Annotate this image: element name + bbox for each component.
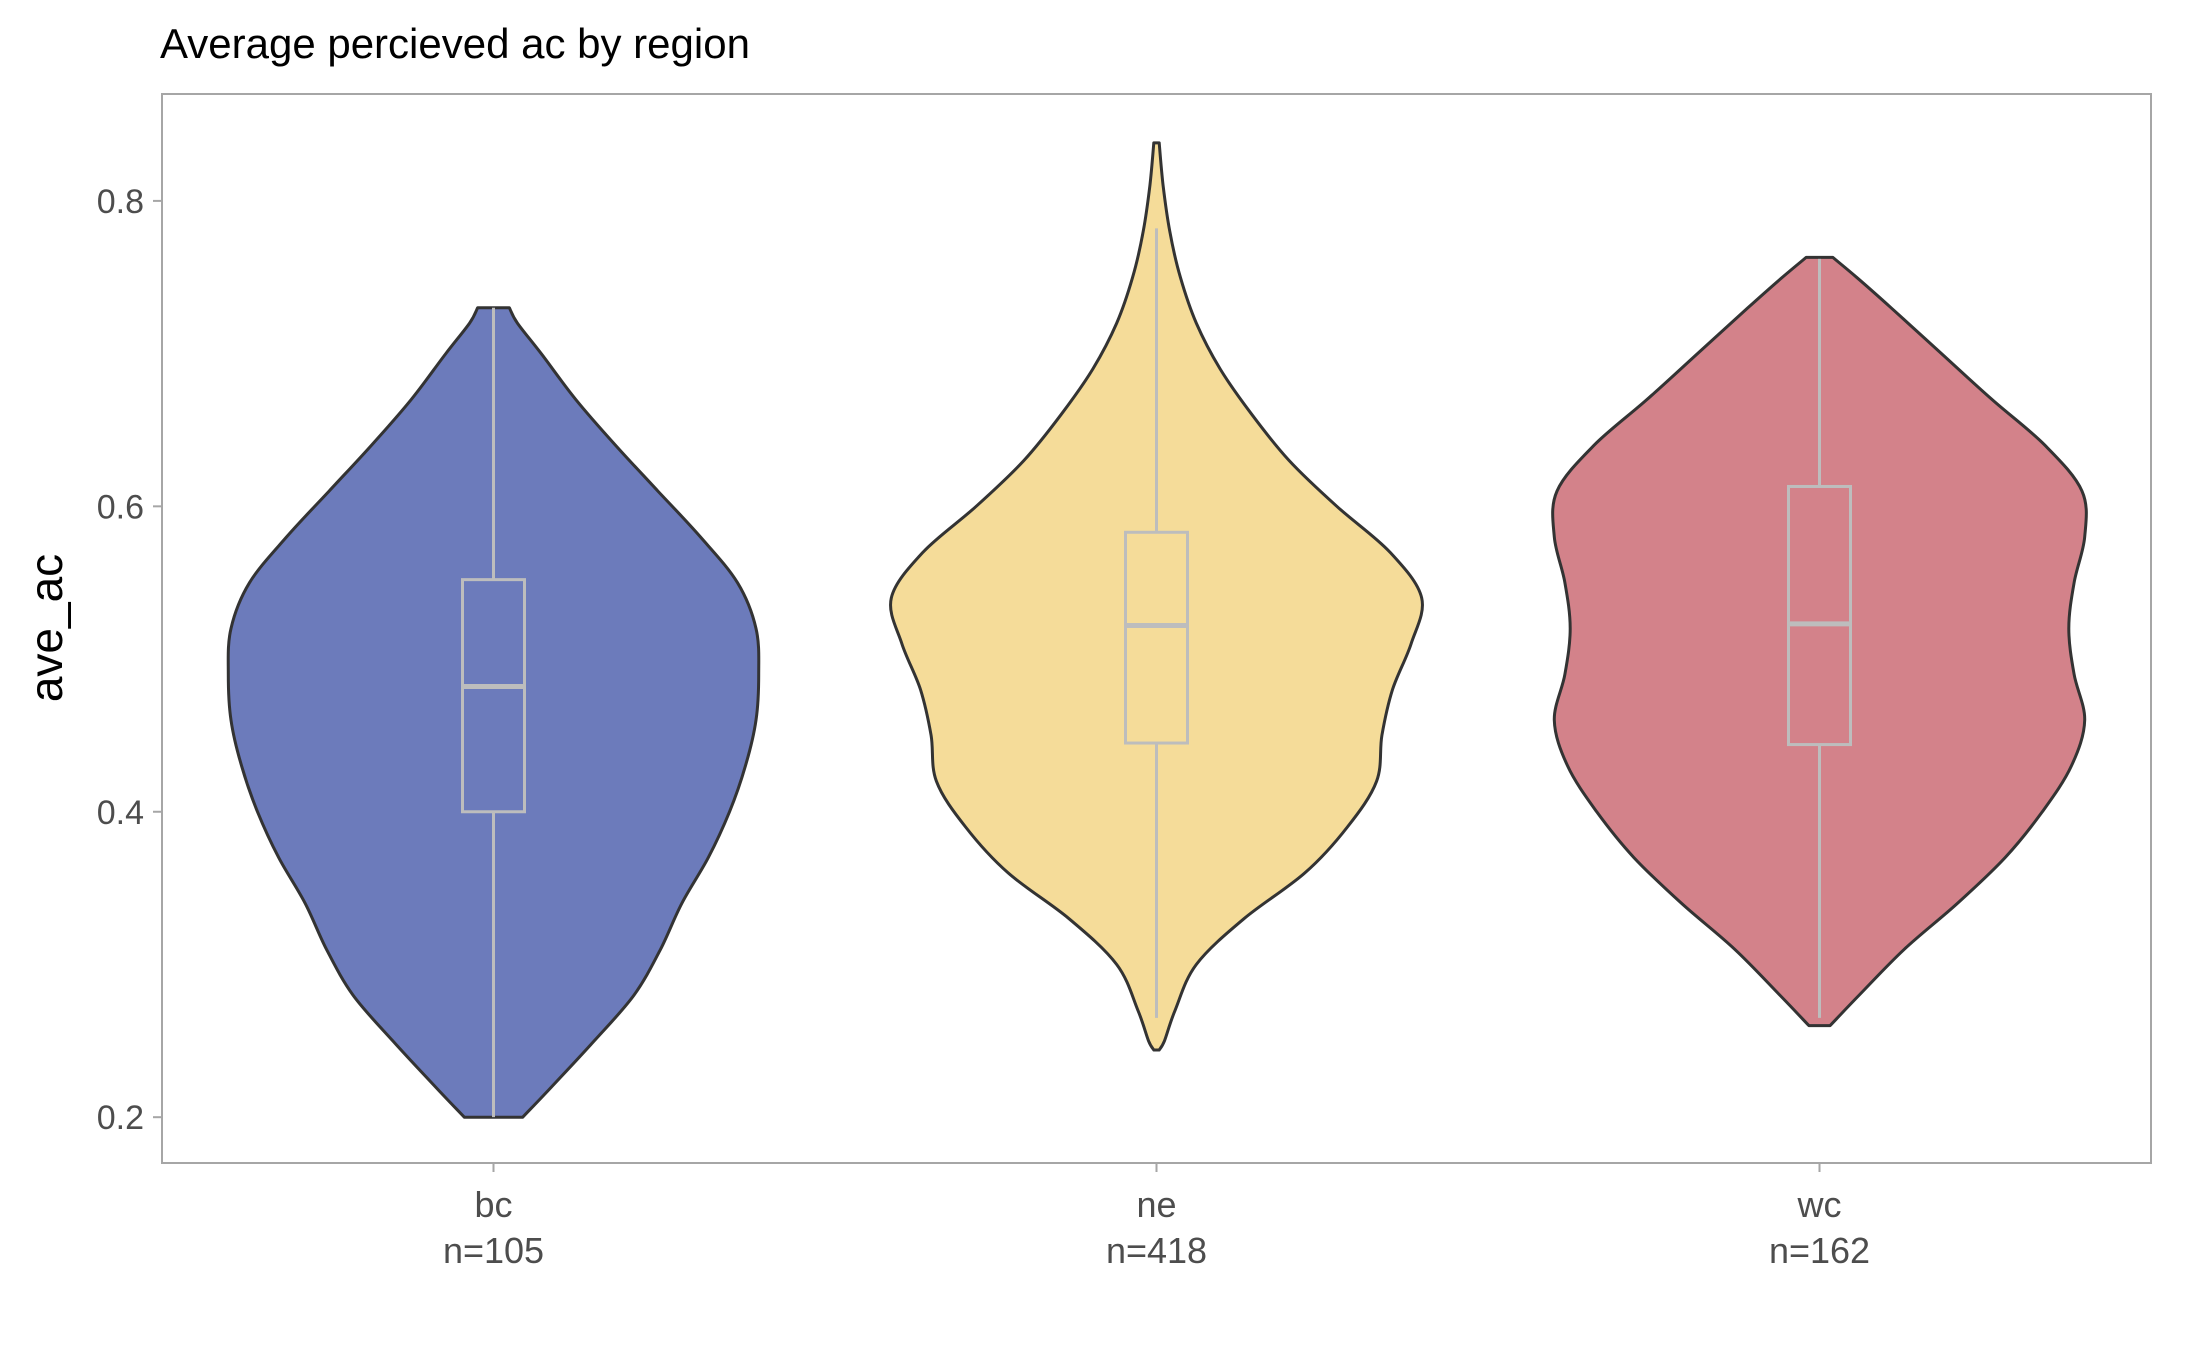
x-axis: bc n=105 ne n=418 wc n=162 — [443, 1163, 1870, 1271]
x-tick-label-wc: wc — [1797, 1184, 1842, 1225]
violin-ne — [889, 141, 1424, 1052]
x-tick-label-bc: bc — [474, 1184, 512, 1225]
violins — [226, 141, 2088, 1119]
y-tick-label: 0.8 — [97, 183, 144, 221]
chart-title: Average percieved ac by region — [160, 20, 750, 67]
y-tick-label: 0.4 — [97, 794, 144, 832]
y-tick-label: 0.2 — [97, 1099, 144, 1137]
violin-group-ne — [889, 141, 1424, 1052]
y-axis: 0.2 0.4 0.6 0.8 — [97, 183, 162, 1137]
violin-group-wc — [1551, 255, 2088, 1028]
box-ne — [1124, 530, 1189, 745]
box-bc — [461, 578, 526, 814]
violin-wc — [1551, 255, 2088, 1028]
y-tick-label: 0.6 — [97, 488, 144, 526]
x-tick-label-ne: ne — [1136, 1184, 1176, 1225]
y-axis-label: ave_ac — [20, 554, 72, 702]
box-wc — [1787, 484, 1852, 747]
x-count-label-ne: n=418 — [1106, 1230, 1207, 1271]
x-count-label-wc: n=162 — [1769, 1230, 1870, 1271]
violin-bc — [226, 306, 761, 1119]
violin-group-bc — [226, 306, 761, 1119]
x-count-label-bc: n=105 — [443, 1230, 544, 1271]
